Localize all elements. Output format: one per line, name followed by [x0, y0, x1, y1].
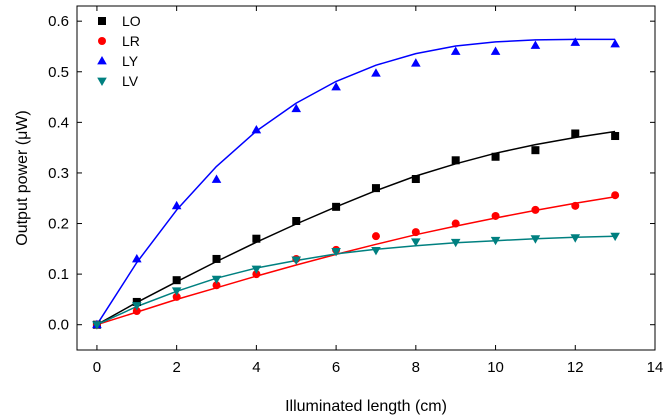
legend-label-lo: LO	[122, 13, 141, 29]
x-axis-title: Illuminated length (cm)	[285, 398, 447, 415]
fit-line-lr	[96, 195, 616, 326]
legend-label-lr: LR	[122, 33, 140, 49]
plot-frame	[76, 5, 656, 351]
data-point-lo	[611, 132, 620, 141]
legend-label-lv: LV	[122, 73, 139, 89]
y-tick-label: 0.6	[48, 13, 69, 30]
data-point-lr	[252, 270, 261, 279]
data-point-lo	[172, 276, 181, 285]
data-point-lo	[531, 146, 540, 155]
data-point-lo	[252, 234, 261, 243]
y-tick-label: 0.5	[48, 64, 69, 81]
data-point-lv	[251, 265, 262, 275]
data-point-lr	[491, 211, 500, 220]
data-point-lv	[450, 238, 461, 248]
legend-marker-lv	[97, 77, 107, 86]
x-tick-label: 14	[647, 359, 664, 376]
data-point-ly	[331, 81, 341, 91]
fit-line-lv	[96, 235, 616, 326]
data-point-ly	[610, 38, 620, 48]
data-point-lr	[212, 281, 221, 290]
legend-label-ly: LY	[122, 53, 139, 69]
axis-ticks: 0 2 4 6 8 10 12 14 0.0 0.1 0.2 0.3 0.4 0.5 0.6	[48, 6, 663, 376]
data-point-lv	[211, 275, 222, 285]
data-point-ly	[530, 40, 541, 49]
y-tick-label: 0.4	[48, 114, 69, 131]
data-point-lo	[332, 202, 341, 211]
data-point-ly	[131, 253, 142, 263]
data-point-lv	[371, 246, 381, 256]
data-point-lr	[611, 191, 620, 200]
y-axis-title: Output power (μW)	[14, 110, 31, 245]
data-point-lv	[171, 287, 182, 296]
x-tick-label: 0	[93, 359, 101, 376]
data-point-lo	[292, 217, 301, 225]
data-point-ly	[450, 46, 461, 55]
data-point-ly	[411, 58, 421, 67]
y-tick-label: 0.3	[48, 165, 69, 182]
data-point-lv	[530, 235, 541, 244]
data-point-lv	[331, 247, 341, 257]
legend-marker-ly	[97, 56, 107, 65]
x-tick-label: 12	[567, 359, 584, 376]
data-point-lo	[451, 156, 460, 165]
data-point-ly	[171, 200, 182, 210]
data-point-lv	[131, 302, 142, 311]
y-tick-label: 0.1	[48, 266, 69, 283]
data-point-lo	[371, 184, 380, 193]
fit-lines	[96, 38, 616, 326]
data-point-lr	[451, 219, 460, 228]
data-point-lr	[531, 205, 540, 214]
fit-line-ly	[96, 38, 616, 326]
x-tick-label: 10	[487, 359, 504, 376]
data-point-lo	[411, 175, 420, 184]
data-point-lv	[92, 321, 102, 330]
data-point-lv	[411, 238, 421, 247]
data-point-ly	[291, 103, 302, 113]
data-point-lr	[132, 307, 141, 316]
data-point-lo	[571, 129, 580, 138]
data-point-ly	[570, 37, 581, 46]
data-point-lo	[212, 254, 221, 263]
data-point-lv	[610, 232, 620, 242]
x-tick-label: 4	[252, 359, 260, 376]
data-point-lv	[490, 236, 501, 246]
y-tick-label: 0.0	[48, 317, 69, 334]
y-tick-label: 0.2	[48, 216, 69, 233]
data-point-lo	[132, 297, 141, 306]
legend: LO LR LY LV	[97, 13, 141, 89]
legend-marker-lo	[98, 17, 106, 25]
legend-marker-lr	[98, 37, 106, 45]
fit-line-lo	[96, 130, 616, 326]
x-tick-label: 8	[412, 359, 420, 376]
data-point-ly	[211, 174, 222, 183]
data-point-lr	[411, 228, 420, 237]
data-point-lo	[491, 152, 500, 161]
data-point-ly	[490, 46, 501, 55]
data-point-lr	[571, 201, 580, 210]
data-point-lv	[291, 256, 302, 265]
data-point-ly	[251, 124, 262, 134]
x-tick-label: 2	[172, 359, 180, 376]
data-point-lr	[371, 232, 380, 241]
data-point-lr	[172, 292, 181, 301]
data-markers	[92, 37, 620, 330]
data-point-ly	[371, 68, 381, 77]
x-tick-label: 6	[332, 359, 340, 376]
data-point-lv	[570, 234, 581, 243]
